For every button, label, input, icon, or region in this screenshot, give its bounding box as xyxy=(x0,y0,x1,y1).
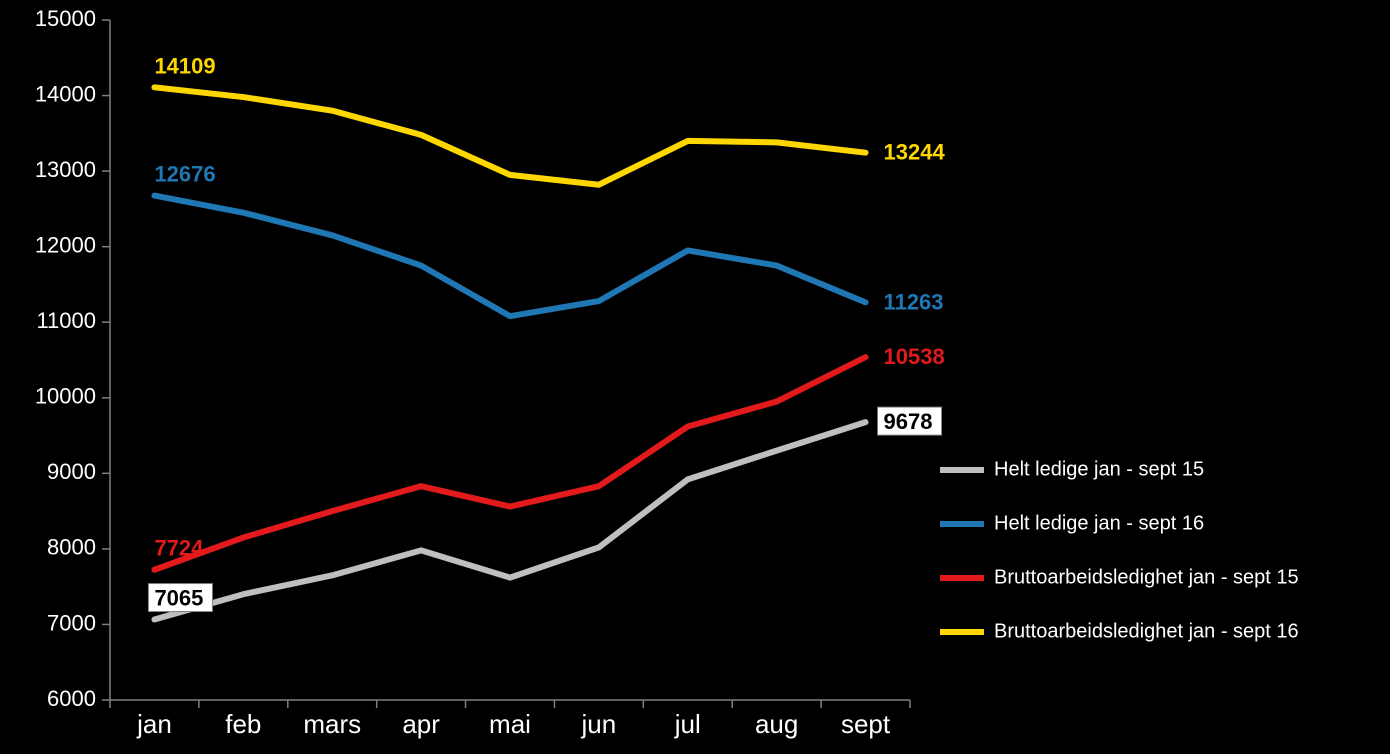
y-tick-label: 11000 xyxy=(36,308,96,333)
x-tick-label: apr xyxy=(402,709,440,739)
legend-label: Bruttoarbeidsledighet jan - sept 16 xyxy=(994,620,1299,642)
data-label: 9678 xyxy=(884,409,933,434)
x-tick-label: mars xyxy=(303,709,361,739)
line-chart: 6000 7000 8000 9000 10000 11000 12000 13000 1400… xyxy=(0,0,1390,754)
x-tick-label: jun xyxy=(581,709,617,739)
x-tick-label: jan xyxy=(136,709,172,739)
y-tick-label: 13000 xyxy=(35,157,96,182)
data-label: 13244 xyxy=(884,140,946,165)
legend-label: Helt ledige jan - sept 16 xyxy=(994,512,1204,534)
x-tick-label: jul xyxy=(674,709,701,739)
y-tick-label: 9000 xyxy=(47,459,96,484)
y-tick-label: 10000 xyxy=(35,384,96,409)
data-label: 10538 xyxy=(884,344,945,369)
x-tick-label: feb xyxy=(225,709,261,739)
legend-label: Helt ledige jan - sept 15 xyxy=(994,458,1204,480)
legend-label: Bruttoarbeidsledighet jan - sept 15 xyxy=(994,566,1299,588)
y-tick-label: 7000 xyxy=(47,610,96,635)
x-tick-label: aug xyxy=(755,709,798,739)
chart-svg: 6000 7000 8000 9000 10000 11000 12000 13000 1400… xyxy=(0,0,1390,754)
data-label: 12676 xyxy=(154,162,215,187)
data-label: 14109 xyxy=(154,53,215,78)
data-label: 7724 xyxy=(154,536,204,561)
y-tick-label: 15000 xyxy=(35,6,96,31)
y-tick-label: 12000 xyxy=(35,232,96,257)
y-tick-label: 6000 xyxy=(47,686,96,711)
x-tick-label: mai xyxy=(489,709,531,739)
y-tick-label: 14000 xyxy=(35,81,96,106)
x-tick-label: sept xyxy=(841,709,891,739)
data-label: 7065 xyxy=(154,586,203,611)
y-tick-label: 8000 xyxy=(47,535,96,560)
data-label: 11263 xyxy=(884,289,944,314)
